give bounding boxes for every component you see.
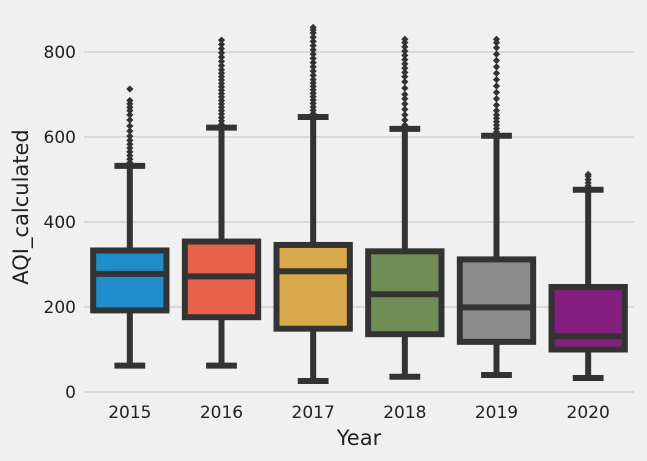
outlier-point: [309, 33, 317, 41]
outlier-point: [126, 148, 134, 156]
box-body: [90, 247, 170, 314]
outlier-point: [492, 88, 501, 96]
outlier-point: [492, 63, 501, 71]
box-2017: [273, 23, 353, 384]
outlier-point: [401, 95, 409, 103]
y-tick-labels: 0 200 400 600 800: [44, 43, 76, 403]
outlier-point: [217, 57, 226, 65]
outlier-point: [492, 35, 501, 43]
outlier-point: [126, 116, 134, 124]
x-tick-label: 2020: [567, 403, 610, 423]
outlier-point: [492, 95, 501, 103]
outlier-point: [401, 56, 409, 64]
outlier-point: [126, 144, 134, 152]
outlier-point: [401, 105, 409, 113]
outlier-point: [401, 121, 409, 129]
outlier-point: [126, 122, 134, 130]
outlier-point: [126, 111, 134, 119]
outlier-point: [492, 111, 501, 119]
outlier-point: [309, 71, 317, 79]
outlier-point: [492, 44, 501, 52]
outlier-point: [401, 100, 409, 108]
box-body: [456, 256, 537, 345]
outlier-point: [126, 96, 134, 105]
outlier-point: [401, 35, 409, 43]
outlier-point: [309, 76, 317, 84]
outlier-point: [401, 64, 409, 72]
outlier-point: [309, 23, 317, 31]
outlier-point: [401, 68, 409, 76]
outlier-point: [309, 67, 317, 75]
outlier-point: [492, 82, 501, 90]
outlier-point: [492, 76, 501, 84]
box-2020: [548, 170, 628, 381]
outlier-point: [401, 111, 409, 119]
outlier-point: [309, 50, 317, 58]
grid-lines: [84, 51, 634, 393]
outlier-point: [309, 63, 317, 71]
outlier-point: [126, 85, 134, 93]
x-tick-label: 2018: [383, 403, 426, 423]
outlier-point: [309, 46, 317, 54]
outlier-point: [401, 78, 409, 86]
outlier-point: [492, 56, 501, 65]
outlier-point: [401, 43, 409, 51]
x-tick-label: 2017: [292, 403, 335, 423]
outlier-point: [492, 107, 501, 115]
outlier-point: [401, 51, 409, 59]
outlier-point: [492, 101, 501, 109]
outlier-point: [401, 73, 409, 81]
x-tick-label: 2016: [200, 403, 243, 423]
outlier-point: [401, 90, 409, 99]
y-tick-label: 200: [44, 298, 76, 318]
outlier-point: [126, 152, 134, 160]
outlier-point: [126, 132, 134, 140]
outlier-point: [309, 59, 317, 67]
outlier-point: [126, 140, 134, 148]
outlier-point: [126, 136, 134, 144]
outlier-point: [217, 36, 226, 44]
outlier-point: [217, 49, 226, 57]
outlier-point: [401, 47, 409, 55]
outlier-point: [401, 60, 409, 68]
outlier-point: [217, 62, 226, 70]
x-tick-labels: 2015 2016 2017 2018 2019 2020: [108, 403, 610, 423]
outlier-point: [492, 69, 501, 77]
outlier-point: [584, 170, 592, 178]
box-2019: [456, 35, 537, 378]
x-axis-label: Year: [336, 426, 382, 450]
outlier-point: [309, 54, 317, 62]
y-tick-label: 800: [44, 43, 76, 63]
box-2015: [90, 85, 170, 369]
box-body: [273, 241, 353, 332]
x-tick-label: 2019: [475, 403, 518, 423]
outlier-point: [401, 116, 409, 124]
y-tick-label: 600: [44, 128, 76, 148]
outlier-point: [492, 50, 501, 58]
outlier-point: [126, 127, 134, 135]
outlier-point: [309, 37, 317, 45]
outlier-point: [217, 53, 226, 61]
y-tick-label: 0: [65, 383, 76, 403]
y-axis-label: AQI_calculated: [9, 129, 34, 285]
outlier-point: [401, 84, 409, 92]
outlier-point: [217, 66, 226, 74]
box-body: [548, 284, 628, 353]
y-tick-label: 400: [44, 213, 76, 233]
outlier-point: [217, 40, 226, 48]
x-tick-label: 2015: [108, 403, 151, 423]
outlier-point: [217, 45, 226, 53]
box-series: [90, 23, 628, 384]
outlier-point: [309, 42, 317, 50]
box-2016: [181, 36, 262, 369]
box-2018: [365, 35, 445, 380]
